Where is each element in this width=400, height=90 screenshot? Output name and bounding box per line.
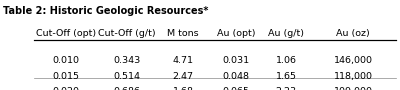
Text: 2.23: 2.23 [276, 87, 296, 90]
Text: Cut-Off (g/t): Cut-Off (g/t) [98, 29, 156, 38]
Text: 0.015: 0.015 [52, 72, 80, 81]
Text: Table 2: Historic Geologic Resources*: Table 2: Historic Geologic Resources* [3, 6, 208, 16]
Text: 0.031: 0.031 [222, 56, 250, 65]
Text: 0.020: 0.020 [52, 87, 80, 90]
Text: 109,000: 109,000 [334, 87, 372, 90]
Text: Au (oz): Au (oz) [336, 29, 370, 38]
Text: 0.686: 0.686 [114, 87, 140, 90]
Text: Au (opt): Au (opt) [217, 29, 255, 38]
Text: 2.47: 2.47 [172, 72, 194, 81]
Text: 146,000: 146,000 [334, 56, 372, 65]
Text: M tons: M tons [167, 29, 199, 38]
Text: 1.06: 1.06 [276, 56, 296, 65]
Text: 4.71: 4.71 [172, 56, 194, 65]
Text: 0.048: 0.048 [222, 72, 250, 81]
Text: 1.65: 1.65 [276, 72, 296, 81]
Text: 0.065: 0.065 [222, 87, 250, 90]
Text: 0.514: 0.514 [114, 72, 140, 81]
Text: 1.68: 1.68 [172, 87, 194, 90]
Text: Au (g/t): Au (g/t) [268, 29, 304, 38]
Text: 0.010: 0.010 [52, 56, 80, 65]
Text: Cut-Off (opt): Cut-Off (opt) [36, 29, 96, 38]
Text: 118,000: 118,000 [334, 72, 372, 81]
Text: 0.343: 0.343 [113, 56, 141, 65]
